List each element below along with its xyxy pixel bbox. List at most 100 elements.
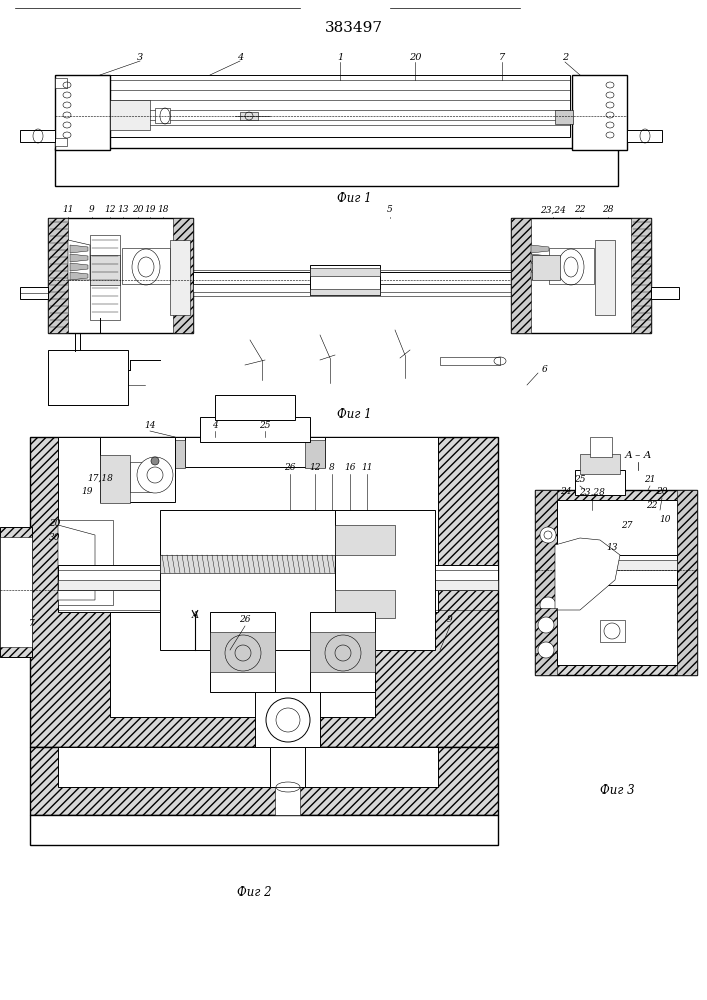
Bar [580,454,620,474]
Bar [55,75,110,150]
Bar [535,490,557,675]
Text: 13: 13 [117,206,129,215]
Bar [55,138,67,146]
Text: 9: 9 [447,615,453,624]
Text: 23,24: 23,24 [540,206,566,215]
Bar [557,555,677,585]
Text: 22: 22 [646,502,658,510]
Text: 6: 6 [542,365,548,374]
Polygon shape [531,272,549,280]
Polygon shape [70,272,88,280]
Text: 4: 4 [237,52,243,62]
Bar [532,255,560,280]
Bar [335,525,395,555]
Bar [185,437,325,467]
Text: 27: 27 [621,520,633,530]
Bar [58,520,113,605]
Polygon shape [68,240,90,280]
Bar [557,560,677,570]
Bar [631,218,651,333]
Bar [200,417,310,442]
Bar [600,620,625,642]
Text: 9: 9 [89,206,95,215]
Bar [110,612,375,717]
Text: 8: 8 [329,464,335,473]
Bar [58,580,498,590]
Bar [210,612,275,692]
Text: 12: 12 [309,464,321,473]
Bar [310,289,380,295]
Text: 20: 20 [132,206,144,215]
Text: 20: 20 [656,488,667,496]
Text: 10: 10 [659,516,671,524]
Bar [651,287,679,299]
Polygon shape [70,245,88,253]
Text: 7: 7 [499,52,505,62]
Bar [155,108,170,123]
Bar [335,590,395,618]
Bar [535,608,557,653]
Text: А – А: А – А [624,450,652,460]
Bar [58,747,438,787]
Bar [130,462,155,492]
Bar [0,537,32,647]
Bar [48,218,68,333]
Bar [58,565,498,590]
Text: 2: 2 [562,52,568,62]
Bar [210,632,275,672]
Bar [100,75,570,137]
Bar [170,240,190,315]
Text: 16: 16 [344,464,356,473]
Bar [549,248,594,284]
Ellipse shape [538,617,554,633]
Bar [270,747,305,787]
Bar [20,130,55,142]
Bar [48,218,193,333]
Text: 22: 22 [574,206,586,215]
Bar [90,255,120,285]
Text: 19: 19 [144,206,156,215]
Bar [511,218,531,333]
Text: 20: 20 [409,52,421,62]
Bar [20,287,48,299]
Text: Фиг 1: Фиг 1 [337,192,371,205]
Bar [215,395,295,420]
Bar [30,747,498,815]
Bar [193,284,511,292]
Bar [335,510,435,650]
Text: 24: 24 [560,488,572,496]
Text: 17,18: 17,18 [87,474,113,483]
Text: 11: 11 [62,206,74,215]
Bar [310,612,375,692]
Bar [305,440,325,468]
Bar [160,510,335,650]
Bar [535,490,697,675]
Bar [555,110,573,124]
Polygon shape [58,525,95,600]
Text: 383497: 383497 [325,21,383,35]
Bar [575,470,625,495]
Bar [90,235,120,320]
Bar [255,692,320,747]
Text: 18: 18 [157,206,169,215]
Bar [310,632,375,672]
Bar [677,490,697,675]
Bar [0,527,32,657]
Bar [310,265,380,295]
Bar [193,272,511,284]
Bar [48,375,113,405]
Bar [55,148,618,186]
Ellipse shape [137,457,173,493]
Bar [240,112,258,120]
Bar [310,268,380,276]
Ellipse shape [538,642,554,658]
Bar [173,218,193,333]
Bar [110,100,150,130]
Bar [572,75,627,150]
Bar [511,218,651,333]
Bar [48,350,128,405]
Text: 26: 26 [284,464,296,473]
Text: 28: 28 [602,206,614,215]
Bar [440,357,500,365]
Text: 23,28: 23,28 [579,488,605,496]
